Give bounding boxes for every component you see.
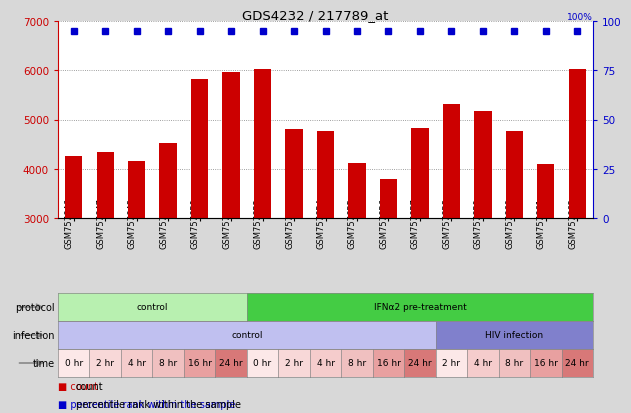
Bar [128,162,145,366]
Text: 8 hr: 8 hr [348,358,366,368]
Text: HIV infection: HIV infection [485,331,543,339]
Bar [285,130,303,366]
Text: 16 hr: 16 hr [377,358,401,368]
Text: 16 hr: 16 hr [534,358,558,368]
Bar [537,164,555,366]
Bar [475,112,492,366]
Text: control: control [137,303,168,312]
Text: protocol: protocol [15,302,55,312]
Text: 4 hr: 4 hr [317,358,334,368]
Text: 24 hr: 24 hr [408,358,432,368]
Text: 2 hr: 2 hr [96,358,114,368]
Bar [254,70,271,366]
Text: infection: infection [13,330,55,340]
Text: 0 hr: 0 hr [254,358,271,368]
Text: count: count [76,381,103,391]
Bar [65,157,83,366]
Text: percentile rank within the sample: percentile rank within the sample [76,399,240,409]
Bar [223,73,240,366]
Text: control: control [231,331,262,339]
Bar [191,80,208,366]
Text: time: time [33,358,55,368]
Text: ■ percentile rank within the sample: ■ percentile rank within the sample [58,399,235,409]
Bar [97,153,114,366]
Text: 2 hr: 2 hr [442,358,461,368]
Text: 2 hr: 2 hr [285,358,303,368]
Bar [348,164,365,366]
Text: 4 hr: 4 hr [127,358,146,368]
Text: ■ count: ■ count [58,381,98,391]
Text: 0 hr: 0 hr [64,358,83,368]
Text: 24 hr: 24 hr [220,358,243,368]
Text: 8 hr: 8 hr [505,358,523,368]
Bar [505,132,523,366]
Text: 16 hr: 16 hr [187,358,211,368]
Bar [443,104,460,366]
Text: 100%: 100% [567,12,593,21]
Bar [411,129,428,366]
Text: 24 hr: 24 hr [565,358,589,368]
Bar [317,132,334,366]
Text: IFNα2 pre-treatment: IFNα2 pre-treatment [374,303,466,312]
Text: GDS4232 / 217789_at: GDS4232 / 217789_at [242,9,389,22]
Bar [380,179,397,366]
Text: 4 hr: 4 hr [474,358,492,368]
Bar [160,143,177,366]
Bar [569,70,586,366]
Text: 8 hr: 8 hr [159,358,177,368]
